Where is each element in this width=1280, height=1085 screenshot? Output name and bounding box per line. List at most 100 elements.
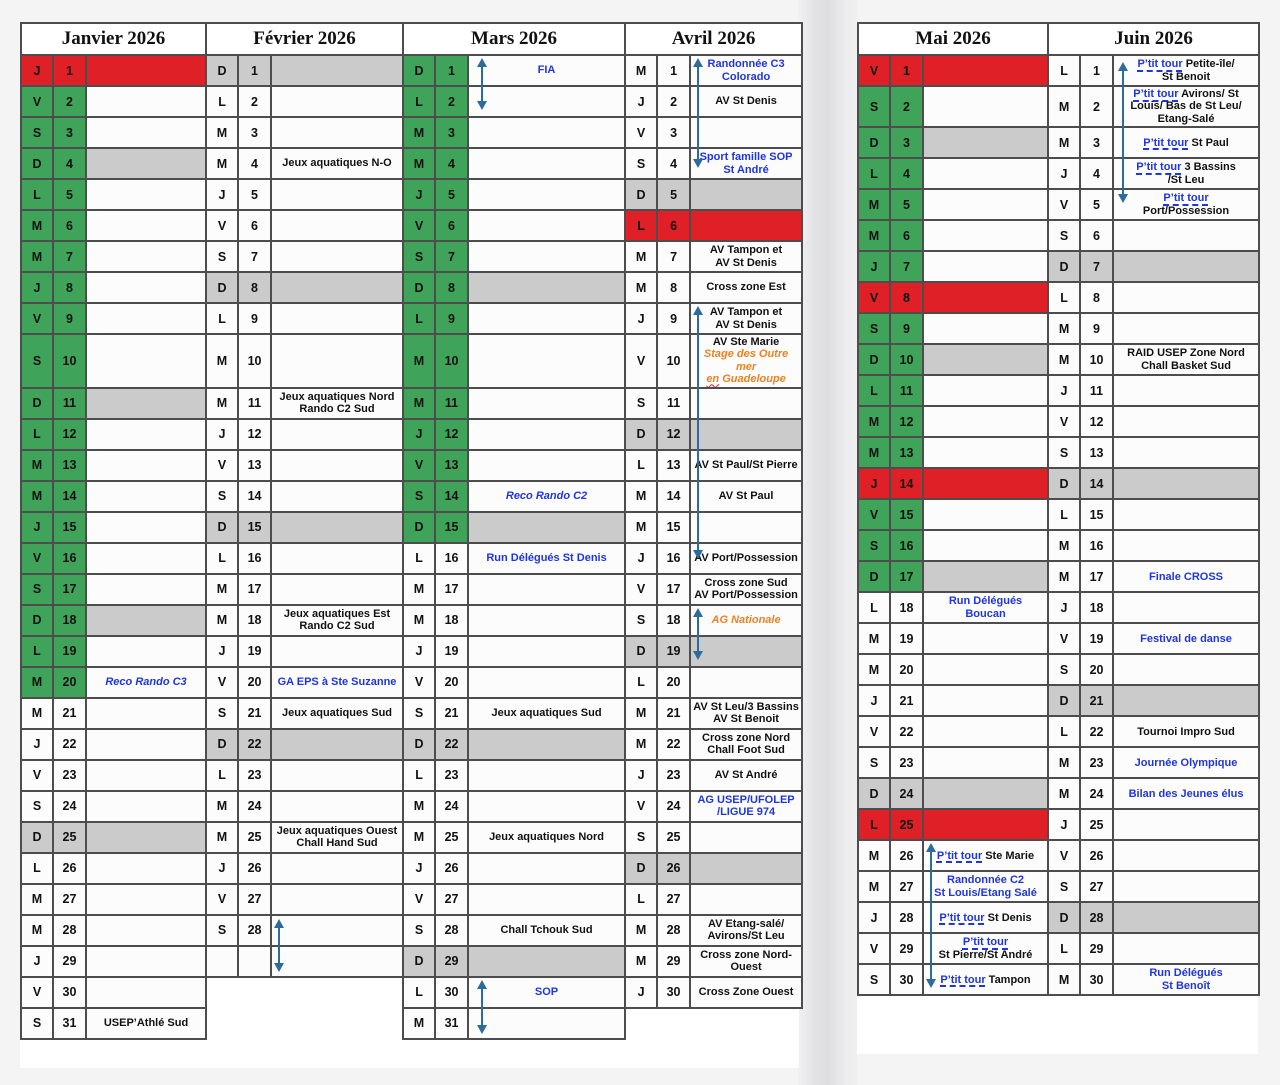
ptit-tour-label: P’tit tour [962,936,1009,949]
event-cell [270,116,405,149]
day-number-cell: 7 [237,240,273,273]
day-number-cell: 19 [656,634,692,668]
day-letter-cell: D [624,178,659,211]
event-text-line: AV Port/Possession [693,552,799,564]
event-cell: AV Tampon et AV St Denis [689,240,804,273]
empty-space [625,1008,657,1039]
day-letter-cell: M [20,209,54,242]
day-number-cell: 2 [434,85,470,118]
event-text: Randonnée C2 [947,874,1025,887]
day-number-cell: 6 [434,209,470,242]
event-text-line: AV St Leu/3 Bassins [693,701,799,713]
day-number-cell: 27 [237,882,273,916]
day-letter-cell: V [20,541,54,575]
day-letter-cell: S [20,789,54,823]
day-number-cell: 31 [434,1006,470,1040]
event-text: Jeux aquatiques Nord [489,830,604,843]
event-cell [689,178,804,211]
day-letter-cell: J [857,250,891,284]
event-cell: P’tit tour Avirons/ St Louis/ Bas de St … [1112,84,1261,129]
event-text-line: Festival de danse [1116,633,1256,645]
day-letter-cell: J [1047,374,1082,408]
event-text: Jeux aquatiques Ouest [276,824,398,837]
event-text-line: St Benoit [1116,71,1256,83]
event-text-line: Finale CROSS [1116,571,1256,583]
day-letter-cell: M [857,839,891,873]
day-number-cell: 24 [434,789,470,823]
event-text-line: Jeux aquatiques Sud [471,707,622,719]
day-letter-cell: S [1047,436,1082,470]
event-text-line: /LIGUE 974 [693,806,799,818]
day-number-cell: 30 [889,963,924,997]
event-cell [270,851,405,885]
day-number-cell: 17 [656,572,692,606]
day-number-cell: 17 [52,572,87,606]
calendar-row: S 16 M 16 [857,529,1261,563]
day-number-cell: 16 [1079,529,1115,563]
event-cell [689,634,804,668]
event-text-line: Run Délégués St Denis [471,552,622,564]
empty-space [206,1008,238,1039]
day-number-cell: 20 [1079,653,1115,687]
event-cell: AV St André [689,758,804,792]
event-cell [467,634,627,668]
day-letter-cell: S [1047,219,1082,253]
day-number-cell: 21 [237,696,273,730]
event-cell [921,157,1050,191]
day-letter-cell: L [1047,281,1082,315]
event-text: AV St Denis [715,95,777,108]
event-text: Chall Hand Sud [296,837,378,850]
day-number-cell: 4 [1079,157,1115,191]
day-letter-cell: V [205,665,240,699]
event-cell [1112,374,1261,408]
event-cell [921,684,1050,718]
event-cell: AG Nationale [689,603,804,637]
day-letter-cell: M [624,54,659,87]
day-letter-cell: M [205,572,240,606]
event-text: Rando C2 Sud [299,403,375,416]
event-cell: P’tit tour St Pierre/St André [921,932,1050,966]
calendar-row: M 12 V 12 [857,405,1261,439]
event-text-line: P’tit tour [1116,192,1256,204]
day-letter-cell: S [1047,870,1082,904]
event-cell [921,808,1050,842]
event-text-line: AV St Benoit [693,713,799,725]
calendar-row: V 29 P’tit tour St Pierre/St André L 29 [857,932,1261,966]
calendar-row: D 25 M 25 Jeux aquatiques Ouest Chall Hand Su… [20,820,804,854]
day-number-cell: 21 [434,696,470,730]
event-text-line: AV Tampon et [693,244,799,256]
event-cell [467,727,627,761]
day-number-cell: 3 [889,126,924,160]
day-letter-cell: J [20,271,54,304]
event-cell [84,448,208,482]
day-letter-cell: S [205,913,240,947]
event-cell: FIA [467,54,627,87]
calendar-row: L 4 J 4 P’tit tour 3 Bassins/St Leu [857,157,1261,191]
day-letter-cell: M [402,789,437,823]
event-text-line: Randonnée C3 [693,58,799,70]
day-number-cell: 8 [237,271,273,304]
event-text: Jeux aquatiques N-O [282,157,392,170]
day-number-cell: 11 [656,386,692,420]
day-number-cell: 29 [656,944,692,978]
event-cell [921,467,1050,501]
day-number-cell: 20 [52,665,87,699]
event-text-line: en Guadeloupe [693,373,799,385]
day-number-cell: 28 [889,901,924,935]
event-text: AV Tampon et [709,306,783,319]
day-letter-cell: M [1047,746,1082,780]
day-letter-cell: S [857,312,891,346]
event-cell [270,178,405,211]
event-cell [84,178,208,211]
event-cell [1112,467,1261,501]
day-letter-cell: M [20,240,54,273]
day-number-cell: 8 [1079,281,1115,315]
event-text-line: RAID USEP Zone Nord [1116,347,1256,359]
day-number-cell: 9 [656,302,692,335]
event-cell [84,944,208,978]
event-cell [467,851,627,885]
event-text-line: AV Port/Possession [693,589,799,601]
day-letter-cell: S [402,696,437,730]
event-text-line: Jeux aquatiques Est [274,608,400,620]
day-number-cell: 29 [889,932,924,966]
